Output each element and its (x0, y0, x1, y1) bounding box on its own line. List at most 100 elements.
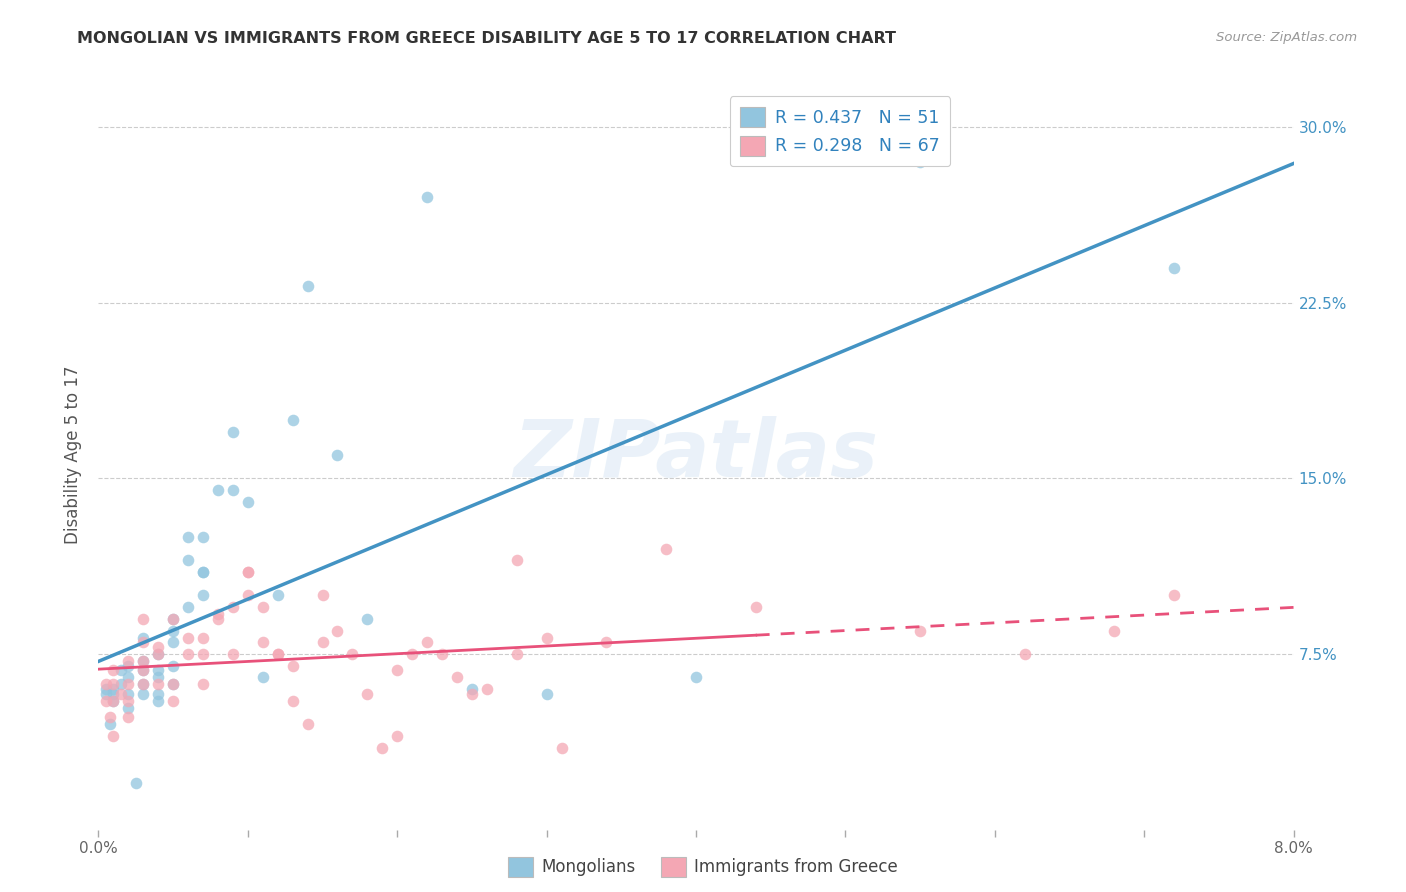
Point (94, 677, 117, 691)
Point (1014, 647, 1036, 661)
Point (132, 612, 155, 626)
Point (191, 677, 214, 691)
Point (103, 687, 125, 701)
Point (117, 654, 139, 668)
Point (148, 677, 170, 691)
Point (162, 624, 184, 638)
Point (1104, 624, 1126, 638)
Point (117, 677, 139, 691)
Point (148, 664, 170, 678)
Point (222, 425, 245, 439)
Point (132, 654, 155, 668)
Point (162, 612, 184, 626)
Point (475, 682, 498, 697)
Point (177, 600, 200, 615)
Point (132, 677, 155, 691)
Point (103, 682, 125, 697)
Point (191, 565, 214, 579)
Point (536, 687, 558, 701)
Point (326, 624, 349, 638)
Point (98, 717, 122, 731)
Point (94, 682, 117, 697)
Point (326, 448, 349, 462)
Text: ZIPatlas: ZIPatlas (513, 416, 879, 494)
Point (416, 635, 439, 649)
Point (117, 710, 139, 724)
Point (1163, 260, 1185, 275)
Point (536, 631, 558, 645)
Point (110, 677, 132, 691)
Point (595, 635, 617, 649)
Point (103, 729, 125, 743)
Point (506, 553, 529, 567)
Point (430, 647, 453, 661)
Point (236, 589, 259, 603)
Point (371, 740, 394, 755)
Point (236, 565, 259, 579)
Point (162, 694, 184, 708)
Point (281, 658, 304, 673)
Point (110, 664, 132, 678)
Point (117, 687, 139, 701)
Point (446, 670, 468, 684)
Point (191, 631, 214, 645)
Point (132, 687, 155, 701)
Point (94, 694, 117, 708)
Point (110, 687, 132, 701)
Point (908, 155, 931, 169)
Point (356, 612, 378, 626)
Point (461, 682, 484, 697)
Point (191, 647, 214, 661)
Point (103, 664, 125, 678)
Point (103, 694, 125, 708)
Point (252, 600, 274, 615)
Point (125, 776, 148, 790)
Point (908, 624, 931, 638)
Point (222, 647, 245, 661)
Point (132, 664, 155, 678)
Point (148, 670, 170, 684)
Text: Source: ZipAtlas.com: Source: ZipAtlas.com (1216, 31, 1357, 45)
Point (177, 631, 200, 645)
Point (685, 670, 707, 684)
Point (297, 279, 319, 293)
Point (162, 612, 184, 626)
Point (103, 694, 125, 708)
Point (207, 607, 229, 621)
Point (191, 565, 214, 579)
Point (267, 647, 290, 661)
Point (745, 600, 768, 615)
Point (177, 530, 200, 544)
Point (94, 687, 117, 701)
Point (416, 190, 439, 204)
Point (98, 710, 122, 724)
Point (385, 664, 409, 678)
Point (311, 589, 333, 603)
Y-axis label: Disability Age 5 to 17: Disability Age 5 to 17 (65, 366, 83, 544)
Point (311, 635, 333, 649)
Point (506, 647, 529, 661)
Point (222, 600, 245, 615)
Point (162, 635, 184, 649)
Point (191, 530, 214, 544)
Point (117, 658, 139, 673)
Point (267, 589, 290, 603)
Legend: R = 0.437   N = 51, R = 0.298   N = 67: R = 0.437 N = 51, R = 0.298 N = 67 (730, 96, 950, 166)
Point (236, 565, 259, 579)
Point (177, 553, 200, 567)
Point (132, 677, 155, 691)
Point (162, 677, 184, 691)
Point (177, 647, 200, 661)
Point (252, 635, 274, 649)
Point (401, 647, 423, 661)
Point (342, 647, 364, 661)
Point (132, 654, 155, 668)
Point (132, 664, 155, 678)
Point (117, 701, 139, 715)
Point (117, 694, 139, 708)
Point (385, 729, 409, 743)
Point (236, 494, 259, 508)
Point (207, 612, 229, 626)
Point (655, 541, 678, 556)
Point (267, 647, 290, 661)
